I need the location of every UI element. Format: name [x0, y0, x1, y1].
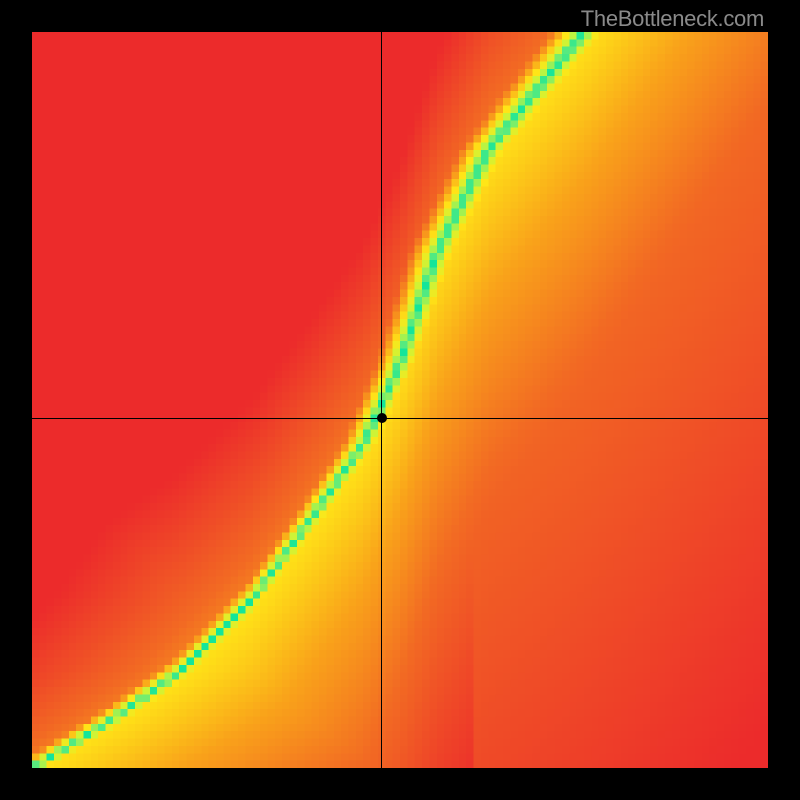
crosshair-horizontal [32, 418, 768, 419]
crosshair-marker [377, 413, 387, 423]
watermark-label: TheBottleneck.com [581, 6, 764, 32]
crosshair-vertical [381, 32, 382, 768]
bottleneck-heatmap [32, 32, 768, 768]
